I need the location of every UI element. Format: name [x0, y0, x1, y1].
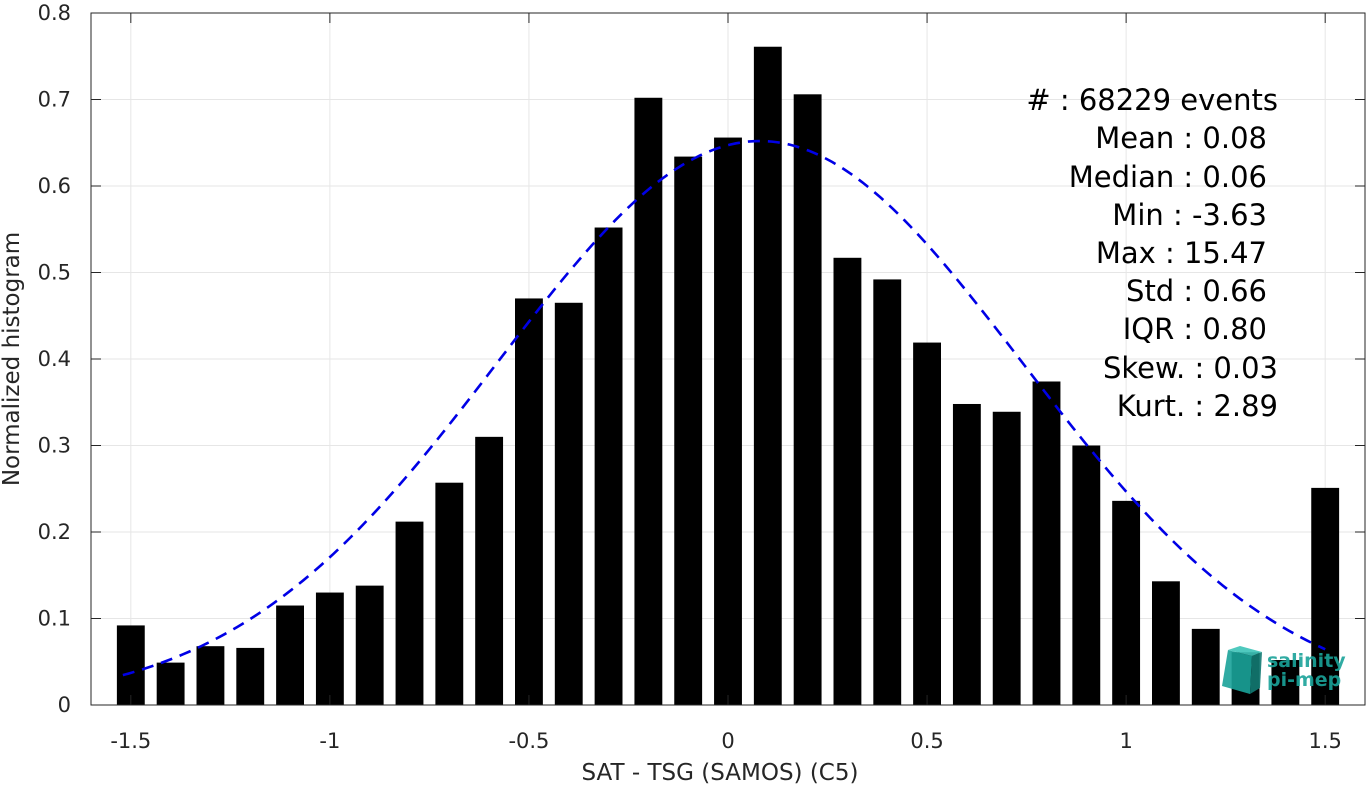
histogram-bar: [873, 279, 902, 705]
histogram-bar: [554, 302, 583, 705]
histogram-bar: [753, 46, 782, 706]
histogram-bar: [1191, 628, 1220, 705]
x-tick-label: 1.5: [1308, 729, 1341, 753]
stats-box: # : 68229 events Mean : 0.08 Median : 0.…: [1026, 83, 1278, 423]
stat-mean: Mean : 0.08: [1095, 121, 1267, 155]
y-tick-label: 0.3: [38, 434, 71, 458]
histogram-bar: [475, 436, 504, 705]
logo-line1: salinity: [1267, 650, 1346, 672]
y-tick-label: 0.5: [38, 261, 71, 285]
stat-std: Std : 0.66: [1126, 274, 1267, 308]
histogram-bar: [1072, 445, 1101, 705]
histogram-bar: [1152, 581, 1180, 705]
y-axis-label: Normalized histogram: [0, 232, 25, 486]
y-tick-label: 0.2: [38, 520, 71, 544]
x-tick-label: 0.5: [910, 729, 943, 753]
histogram-bar: [315, 592, 344, 705]
stat-iqr: IQR : 0.80: [1123, 312, 1267, 346]
histogram-bar: [1032, 381, 1061, 705]
y-tick-label: 0.1: [38, 607, 71, 631]
x-axis-label: SAT - TSG (SAMOS) (C5): [582, 760, 859, 785]
cube-logo-icon: [1222, 646, 1262, 694]
histogram-bar: [1311, 487, 1340, 705]
histogram-bar: [355, 585, 384, 705]
histogram-bar: [634, 97, 663, 705]
histogram-bar: [952, 403, 981, 705]
histogram-bar: [435, 482, 464, 705]
x-tick-label: -1: [319, 729, 340, 753]
stat-kurt: Kurt. : 2.89: [1117, 389, 1278, 423]
stat-max: Max : 15.47: [1096, 236, 1267, 270]
x-tick-label: -1.5: [110, 729, 151, 753]
y-tick-label: 0.6: [38, 174, 71, 198]
x-axis-ticks: -1.5 -1 -0.5 0 0.5 1 1.5: [110, 13, 1342, 753]
stat-skew: Skew. : 0.03: [1103, 351, 1278, 385]
histogram-bar: [196, 646, 225, 705]
histogram-bar: [1112, 500, 1141, 705]
logo-line2: pi-mep: [1267, 669, 1341, 691]
x-tick-label: 1: [1119, 729, 1132, 753]
y-tick-label: 0.7: [38, 88, 71, 112]
y-tick-label: 0.4: [38, 347, 71, 371]
x-tick-label: 0: [721, 729, 734, 753]
salinity-pimep-logo: salinity pi-mep: [1222, 646, 1346, 694]
x-tick-label: -0.5: [508, 729, 549, 753]
histogram-bar: [674, 156, 703, 706]
histogram-bar: [276, 605, 304, 705]
gaussian-fit-curve: [122, 139, 1326, 677]
histogram-bar: [515, 298, 543, 705]
histogram-bar: [992, 411, 1021, 705]
stat-median: Median : 0.06: [1069, 160, 1267, 194]
histogram-bars: [116, 46, 1340, 706]
y-tick-label: 0.8: [38, 1, 71, 25]
y-tick-label: 0: [58, 693, 71, 717]
stat-min: Min : -3.63: [1112, 198, 1267, 232]
histogram-bar: [395, 521, 424, 705]
histogram-bar: [1271, 660, 1300, 705]
histogram-bar: [594, 227, 623, 705]
y-axis-ticks: 0 0.1 0.2 0.3 0.4 0.5 0.6 0.7 0.8: [38, 1, 1365, 717]
histogram-bar: [116, 625, 145, 705]
stat-count: # : 68229 events: [1026, 83, 1278, 117]
histogram-bar: [156, 662, 185, 705]
histogram-bar: [236, 647, 265, 705]
histogram-bar: [913, 342, 941, 705]
histogram-bar: [833, 257, 862, 705]
histogram-bar: [793, 94, 822, 705]
histogram-bar: [714, 137, 742, 705]
